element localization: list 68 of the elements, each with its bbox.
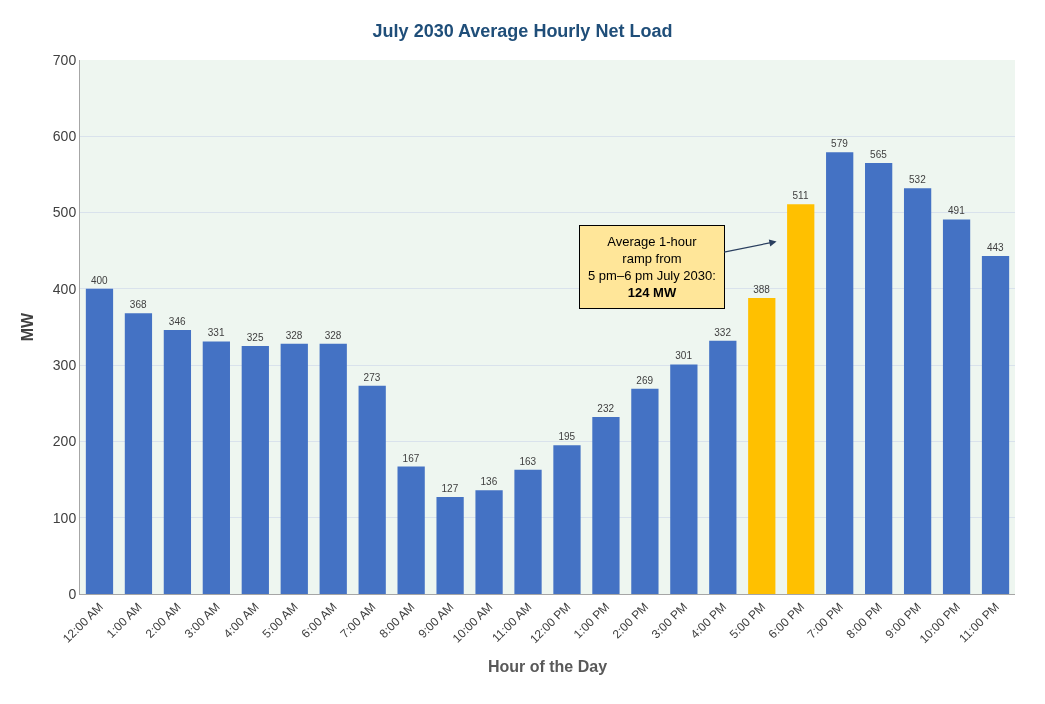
- data-label: 136: [480, 476, 498, 488]
- y-axis-title: MW: [18, 311, 36, 342]
- bar: [903, 188, 932, 594]
- data-label: 491: [948, 205, 966, 217]
- x-tick-label: 4:00 AM: [220, 599, 262, 641]
- bar: [280, 343, 308, 594]
- y-tick-label: 200: [52, 433, 77, 450]
- bar: [670, 364, 698, 594]
- data-label: 167: [402, 452, 420, 464]
- bar: [163, 330, 192, 594]
- bar: [981, 256, 1010, 594]
- data-label: 328: [324, 329, 342, 341]
- bar: [397, 466, 425, 594]
- bar: [709, 340, 737, 594]
- data-label: 163: [519, 455, 537, 467]
- x-tick-label: 7:00 AM: [337, 599, 379, 641]
- x-axis-title: Hour of the Day: [487, 657, 608, 675]
- x-tick-label: 2:00 AM: [142, 599, 184, 641]
- data-label: 388: [753, 284, 771, 296]
- data-label: 331: [207, 327, 225, 339]
- chart-title: July 2030 Average Hourly Net Load: [372, 21, 673, 42]
- x-tick-label: 3:00 AM: [181, 599, 223, 641]
- data-label: 511: [792, 190, 809, 202]
- data-label: 443: [986, 242, 1005, 254]
- data-label: 232: [597, 403, 615, 415]
- x-tick-label: 6:00 AM: [298, 599, 340, 641]
- bar: [748, 298, 776, 594]
- bar: [826, 152, 854, 594]
- bar: [85, 288, 114, 594]
- bar: [592, 417, 620, 594]
- data-label: 301: [675, 350, 693, 362]
- bar: [358, 385, 386, 594]
- data-label: 332: [714, 326, 732, 338]
- x-tick-label: 5:00 AM: [259, 599, 301, 641]
- x-tick-label: 8:00 AM: [376, 599, 418, 641]
- bar: [942, 219, 971, 594]
- bar: [202, 341, 230, 594]
- bar: [514, 469, 542, 594]
- bar: [319, 343, 347, 594]
- data-label: 368: [129, 299, 147, 311]
- data-label: 532: [909, 174, 927, 186]
- y-tick-label: 400: [52, 280, 77, 297]
- data-label: 565: [870, 148, 888, 160]
- annotation: Average 1-hour ramp from 5 pm–6 pm July 2030: 124 MW: [588, 234, 716, 300]
- y-tick-label: 0: [68, 585, 77, 602]
- bar: [631, 388, 659, 594]
- bar: [124, 313, 153, 594]
- data-label: 325: [246, 332, 264, 344]
- bar: [787, 204, 815, 594]
- data-label: 195: [558, 431, 576, 443]
- y-tick-label: 500: [52, 204, 77, 221]
- bar: [865, 162, 893, 594]
- data-label: 400: [90, 274, 109, 286]
- data-label: 273: [363, 371, 381, 383]
- data-label: 269: [636, 374, 654, 386]
- y-tick-label: 100: [52, 509, 77, 526]
- y-tick-label: 300: [52, 357, 77, 374]
- bar: [436, 497, 464, 594]
- y-tick-label: 600: [52, 128, 77, 145]
- data-label: 127: [441, 483, 459, 495]
- x-tick-label: 1:00 AM: [103, 599, 145, 641]
- bar: [241, 346, 269, 594]
- data-label: 328: [285, 329, 303, 341]
- data-label: 579: [831, 138, 849, 150]
- data-label: 346: [168, 316, 186, 328]
- bar: [553, 445, 581, 594]
- y-tick-label: 700: [52, 51, 77, 68]
- bar: [475, 490, 503, 594]
